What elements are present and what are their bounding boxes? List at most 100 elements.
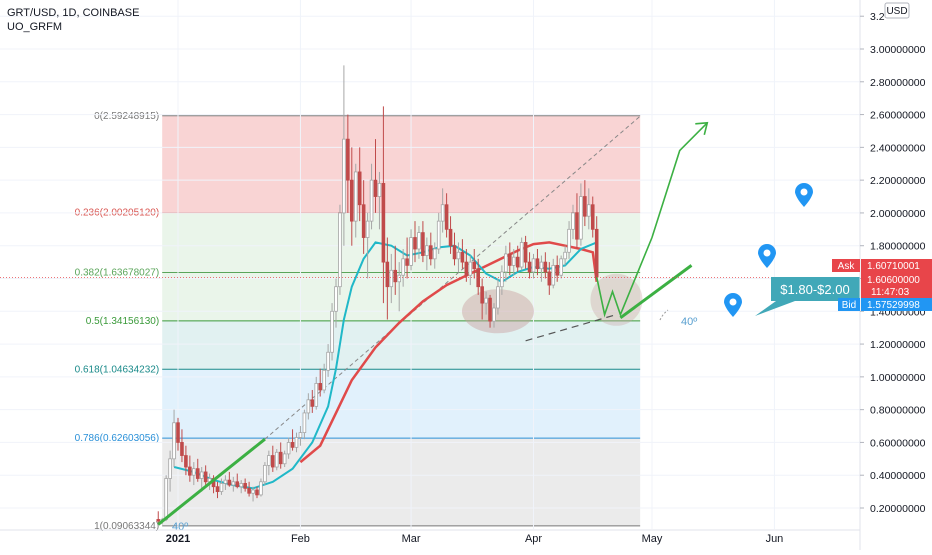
candle-body[interactable] (500, 271, 504, 288)
candle-body[interactable] (515, 256, 520, 268)
candle-body[interactable] (559, 258, 563, 276)
candle-body[interactable] (346, 138, 350, 181)
candle-body[interactable] (334, 286, 338, 312)
candle-body[interactable] (488, 297, 492, 322)
time-axis[interactable]: 2021 Feb Mar Apr May Jun (0, 529, 860, 545)
candle-body[interactable] (389, 269, 394, 288)
candle-body[interactable] (191, 468, 196, 476)
map-pin-marker-top[interactable] (795, 183, 813, 207)
currency-badge[interactable]: USD (884, 2, 910, 19)
candle-body[interactable] (444, 204, 449, 230)
candle-body[interactable] (298, 432, 303, 438)
candle-body[interactable] (188, 466, 192, 476)
candle-body[interactable] (381, 183, 386, 263)
candle-body[interactable] (199, 471, 204, 479)
candle-body[interactable] (223, 479, 228, 484)
candle-body[interactable] (270, 455, 275, 468)
candle-body[interactable] (215, 486, 220, 493)
candle-body[interactable] (440, 204, 445, 222)
candle-body[interactable] (274, 451, 279, 468)
candle-body[interactable] (432, 248, 437, 260)
candle-body[interactable] (476, 268, 480, 288)
candle-body[interactable] (227, 479, 232, 486)
candle-body[interactable] (567, 228, 571, 253)
candle-body[interactable] (413, 237, 417, 250)
candle-body[interactable] (168, 458, 172, 479)
candle-body[interactable] (278, 451, 283, 465)
candle-body[interactable] (464, 261, 469, 276)
candle-body[interactable] (318, 383, 322, 391)
candle-body[interactable] (310, 399, 315, 407)
candle-body[interactable] (555, 264, 559, 276)
candle-body[interactable] (519, 242, 524, 268)
candle-body[interactable] (180, 442, 184, 456)
candle-body[interactable] (259, 481, 263, 496)
candle-body[interactable] (496, 286, 500, 309)
candle-body[interactable] (306, 399, 311, 414)
candle-body[interactable] (535, 258, 540, 270)
candle-body[interactable] (349, 179, 354, 222)
candle-body[interactable] (421, 232, 425, 256)
fibonacci-retracement[interactable]: 0(2.59248915)0.236(2.00205120)0.382(1.63… (75, 111, 641, 532)
candle-body[interactable] (587, 204, 591, 217)
candle-body[interactable] (314, 383, 319, 407)
candlesticks[interactable] (156, 65, 599, 525)
candle-body[interactable] (563, 251, 567, 260)
candle-body[interactable] (385, 261, 390, 288)
candle-body[interactable] (369, 179, 374, 222)
dashed-trend-diagonal[interactable] (264, 115, 641, 440)
candle-body[interactable] (203, 471, 208, 483)
indicator-label[interactable]: UO_GRFM (7, 21, 62, 33)
candle-body[interactable] (452, 245, 457, 260)
candle-body[interactable] (247, 487, 251, 494)
target-callout[interactable]: $1.80-$2.00 (755, 277, 860, 316)
candle-body[interactable] (338, 212, 342, 288)
candle-body[interactable] (397, 274, 401, 283)
candle-body[interactable] (594, 228, 599, 278)
candle-body[interactable] (527, 261, 532, 273)
candle-body[interactable] (239, 483, 244, 488)
candle-body[interactable] (393, 269, 398, 283)
candle-body[interactable] (523, 242, 528, 263)
candle-body[interactable] (290, 442, 295, 448)
candle-body[interactable] (539, 261, 544, 270)
candle-body[interactable] (302, 412, 307, 433)
candle-body[interactable] (255, 489, 259, 496)
candle-body[interactable] (428, 245, 433, 260)
trendline-january[interactable] (157, 437, 266, 526)
candle-body[interactable] (342, 138, 346, 214)
candle-body[interactable] (353, 171, 358, 222)
candle-body[interactable] (176, 422, 180, 443)
map-pin-marker-bottom[interactable] (724, 293, 742, 317)
candle-body[interactable] (460, 251, 465, 263)
candle-body[interactable] (231, 481, 236, 486)
projection-path[interactable] (595, 122, 708, 318)
candle-body[interactable] (543, 261, 548, 273)
candle-body[interactable] (172, 422, 176, 460)
candle-body[interactable] (401, 258, 405, 276)
candle-body[interactable] (492, 307, 496, 322)
candle-body[interactable] (575, 212, 579, 240)
candle-body[interactable] (480, 286, 484, 304)
candle-body[interactable] (504, 253, 508, 273)
candle-body[interactable] (156, 519, 161, 522)
candle-body[interactable] (322, 369, 326, 391)
candle-body[interactable] (484, 297, 488, 304)
candle-body[interactable] (294, 437, 299, 448)
map-pin-marker-middle[interactable] (758, 244, 776, 268)
candle-body[interactable] (330, 310, 334, 353)
candle-body[interactable] (409, 237, 413, 266)
candle-body[interactable] (571, 212, 575, 230)
candle-body[interactable] (456, 251, 461, 260)
candle-body[interactable] (436, 220, 441, 250)
candle-body[interactable] (547, 271, 552, 286)
candle-body[interactable] (235, 481, 240, 488)
candle-body[interactable] (583, 196, 587, 217)
candle-body[interactable] (472, 261, 477, 270)
candle-body[interactable] (511, 256, 516, 266)
candle-body[interactable] (357, 171, 362, 206)
dashed-support-line[interactable] (525, 313, 617, 342)
candle-body[interactable] (326, 351, 330, 371)
